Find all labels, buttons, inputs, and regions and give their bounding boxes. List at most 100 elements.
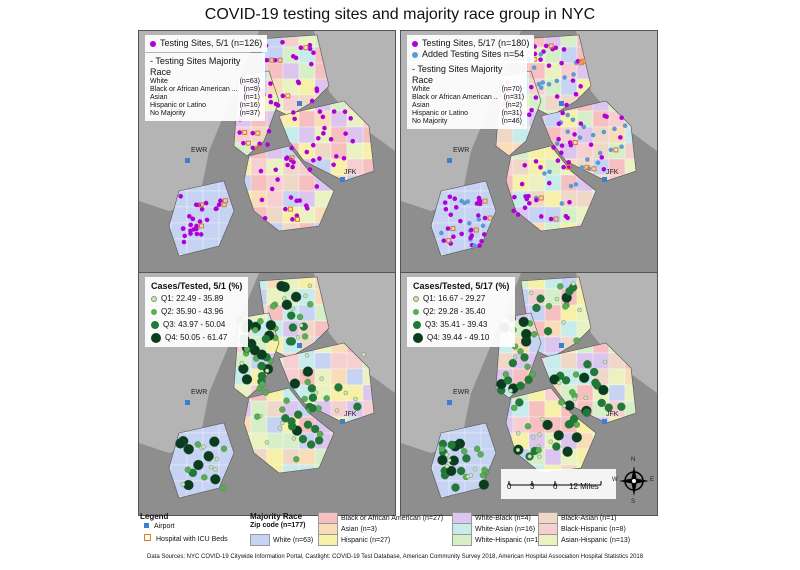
hospital-marker	[584, 164, 590, 170]
testing-site-marker	[466, 220, 472, 226]
airport-label-ewr: EWR	[453, 147, 470, 154]
cases-tested-marker	[461, 448, 468, 455]
testing-site-marker	[194, 226, 199, 232]
race-legend-label: Hispanic or Latino	[412, 110, 469, 117]
cases-tested-marker	[277, 426, 283, 431]
north-arrow-icon	[619, 466, 649, 496]
testing-site-marker	[585, 157, 590, 162]
cases-tested-marker	[524, 363, 531, 370]
cases-tested-marker	[290, 306, 296, 311]
testing-site-marker	[566, 160, 571, 165]
cases-tested-marker	[561, 320, 566, 325]
cases-tested-marker	[308, 393, 318, 402]
cases-tested-marker	[508, 388, 513, 393]
hospital-marker	[222, 198, 228, 204]
race-swatch	[538, 534, 558, 546]
cases-tested-marker	[591, 378, 600, 387]
race-legend-row: Black or African American .. (n=31)	[412, 94, 525, 102]
race-legend-row: Hispanic or Latino (n=16)	[150, 102, 260, 110]
testing-site-marker-icon	[150, 40, 156, 47]
testing-site-marker	[250, 145, 256, 151]
cases-tested-marker	[220, 484, 227, 492]
cases-tested-marker	[521, 328, 532, 340]
testing-site-marker	[257, 141, 262, 147]
race-legend-count: (n=2)	[505, 102, 522, 109]
testing-site-marker	[527, 200, 532, 206]
testing-site-marker	[602, 113, 608, 119]
map-panel-testing-5-1: Testing Sites, 5/1 (n=126) - Testing Sit…	[138, 30, 396, 274]
cases-tested-marker	[279, 420, 285, 426]
scale-bar	[501, 469, 616, 499]
hospital-marker	[294, 216, 300, 222]
testing-site-marker	[213, 206, 219, 212]
testing-site-marker	[180, 226, 186, 231]
race-legend-count: (n=37)	[239, 110, 260, 117]
cases-tested-marker	[438, 445, 445, 453]
testing-site-marker	[178, 193, 183, 199]
testing-site-marker	[556, 121, 562, 127]
cases-tested-marker	[264, 368, 270, 373]
testing-site-marker	[290, 217, 295, 222]
testing-site-marker	[265, 142, 270, 147]
cases-tested-marker	[543, 327, 553, 336]
testing-site-marker	[565, 112, 570, 118]
testing-site-marker	[288, 195, 294, 200]
testing-site-marker	[237, 130, 242, 135]
cases-tested-marker	[265, 320, 277, 331]
cases-tested-marker	[293, 456, 300, 463]
testing-site-marker	[573, 182, 579, 187]
cases-tested-marker	[239, 360, 245, 366]
testing-site-marker	[439, 230, 444, 236]
testing-site-marker	[328, 136, 334, 142]
cases-tested-marker	[261, 334, 271, 344]
testing-site-marker	[334, 154, 339, 159]
testing-site-marker	[241, 140, 246, 146]
testing-site-marker	[315, 135, 321, 141]
cases-tested-marker	[561, 376, 571, 385]
compass-s: S	[631, 499, 636, 505]
race-legend-count: (n=31)	[503, 94, 525, 101]
cases-tested-marker	[556, 380, 562, 386]
cases-tested-marker	[569, 414, 579, 424]
race-swatch	[452, 534, 472, 546]
testing-site-marker	[275, 103, 281, 108]
cases-tested-marker	[201, 474, 208, 481]
testing-site-marker	[468, 235, 474, 240]
testing-site-marker	[218, 198, 223, 204]
testing-site-marker	[264, 57, 270, 63]
cases-tested-marker	[474, 445, 481, 453]
cases-tested-marker	[319, 376, 324, 381]
testing-site-marker	[618, 135, 623, 140]
testing-site-marker	[273, 167, 279, 173]
cases-tested-legend: Cases/Tested, 5/1 (%) Q1: 22.49 - 35.89 …	[145, 277, 249, 347]
testing-site-marker	[559, 150, 564, 156]
airport-label-ewr: EWR	[191, 147, 208, 154]
testing-site-marker	[612, 126, 617, 132]
cases-tested-marker	[281, 414, 290, 423]
hospital-marker	[303, 45, 309, 51]
testing-site-marker	[543, 43, 549, 49]
testing-site-marker	[296, 80, 302, 86]
cases-tested-marker	[193, 459, 204, 471]
cases-tested-marker	[447, 440, 456, 450]
testing-site-marker	[459, 198, 465, 204]
testing-site-marker	[538, 85, 544, 90]
cases-tested-marker	[549, 374, 560, 385]
cases-tested-marker	[361, 352, 366, 357]
cases-tested-marker	[536, 294, 545, 303]
hospital-icon	[144, 534, 151, 541]
testing-site-marker	[531, 65, 537, 70]
testing-site-marker	[309, 61, 314, 67]
testing-site-marker	[597, 150, 603, 156]
cases-tested-marker	[569, 389, 576, 396]
testing-site-marker	[601, 166, 607, 172]
hospital-marker	[566, 164, 572, 170]
hospital-marker	[198, 202, 204, 208]
cases-tested-marker	[285, 337, 295, 346]
cases-tested-marker	[303, 293, 308, 298]
testing-site-marker	[515, 212, 521, 217]
scale-tick-6: 6	[553, 482, 558, 491]
cases-tested-marker	[308, 404, 317, 413]
testing-site-marker	[451, 234, 456, 239]
testing-site-marker	[453, 205, 459, 210]
